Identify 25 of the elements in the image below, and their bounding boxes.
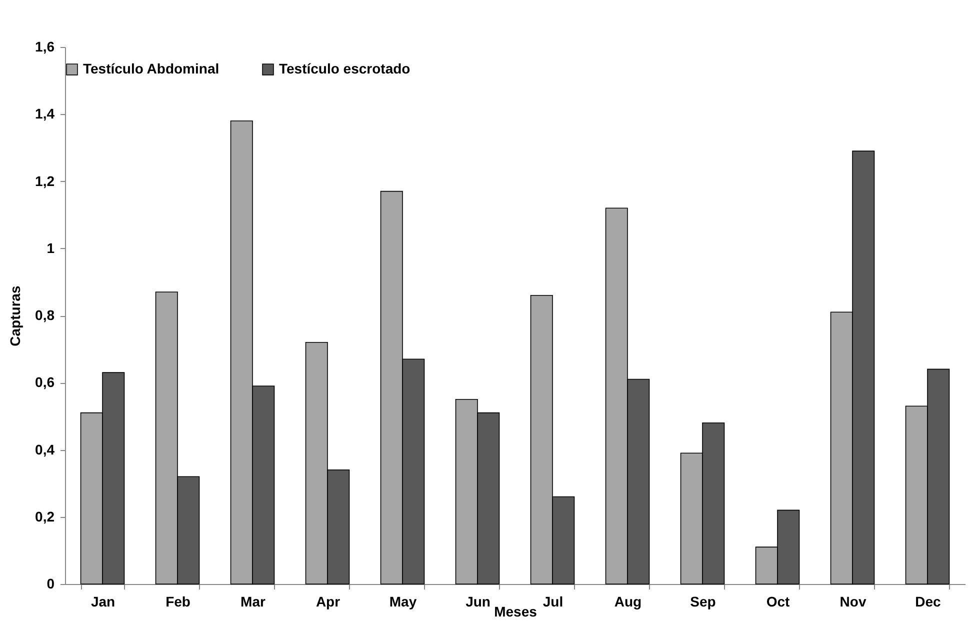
y-tick-label: 1 [46, 240, 55, 256]
y-tick-label: 1,6 [35, 38, 55, 54]
y-tick-label: 0,2 [35, 508, 55, 524]
x-tick-label: Mar [240, 594, 266, 610]
x-tick-label: Nov [840, 594, 866, 610]
x-tick-label: May [389, 594, 417, 610]
legend-label: Testículo Abdominal [83, 60, 220, 76]
x-tick-label: Aug [614, 594, 642, 610]
x-tick-label: Apr [316, 594, 341, 610]
x-tick-label: Dec [915, 594, 942, 610]
y-tick-label: 0,4 [35, 441, 55, 458]
y-axis-title: Capturas [7, 285, 24, 346]
y-tick-label: 0,6 [35, 374, 55, 390]
x-tick-label: Jun [466, 594, 490, 610]
y-tick-label: 0,8 [35, 307, 55, 323]
x-tick-label: Feb [166, 594, 190, 610]
y-tick-label: 1,4 [35, 106, 55, 122]
x-tick-label: Sep [690, 594, 716, 610]
y-tick-label: 0 [46, 576, 55, 592]
legend-label: Testículo escrotado [279, 60, 410, 76]
x-tick-label: Jul [542, 594, 564, 610]
x-tick-label: Jan [90, 594, 116, 610]
x-axis-title: Meses [494, 604, 538, 620]
y-tick-label: 1,2 [35, 172, 55, 189]
x-tick-label: Oct [766, 594, 790, 610]
